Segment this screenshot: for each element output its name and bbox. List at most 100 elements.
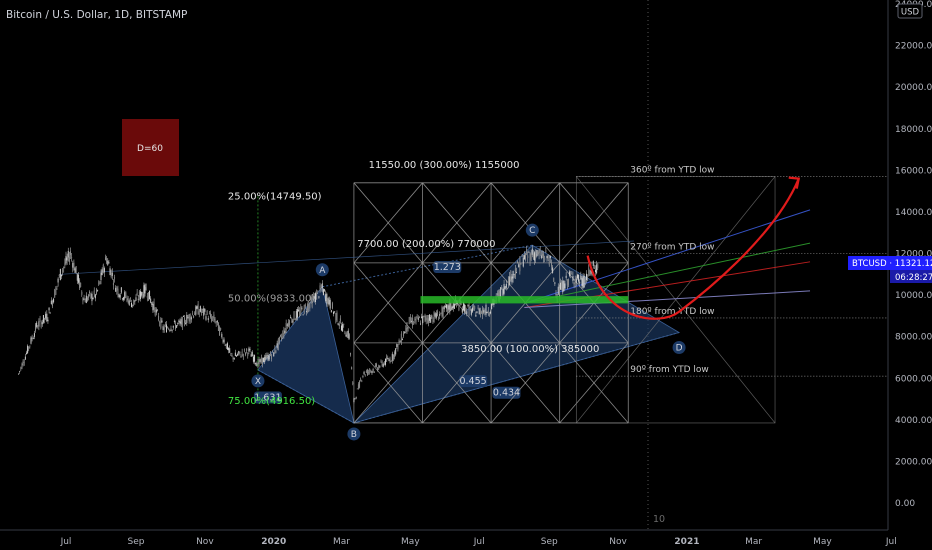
d-box[interactable] (122, 119, 179, 176)
pattern-point-labels: X A B C D (251, 223, 686, 441)
candle-body (250, 354, 252, 357)
gann-level-label: 11550.00 (300.00%) 1155000 (369, 160, 520, 171)
candle-body (292, 319, 294, 323)
harmonic-pattern[interactable]: 1.631 1.273 0.455 0.434 (253, 244, 681, 424)
x-tick-label: May (401, 537, 420, 547)
long-trend-line[interactable] (60, 240, 634, 275)
candle-body (57, 278, 59, 283)
candle-body (133, 299, 135, 305)
candle-body (441, 307, 443, 316)
candle-body (318, 296, 320, 298)
candle-body (570, 273, 572, 275)
candle-body (394, 351, 396, 357)
support-zone[interactable] (420, 296, 629, 304)
candle-body (329, 300, 331, 309)
candle-body (343, 323, 345, 325)
gann-level-label: 7700.00 (200.00%) 770000 (357, 239, 495, 250)
candle-body (407, 327, 409, 329)
candle-body (257, 360, 259, 368)
candle-body (525, 253, 527, 261)
candle-body (363, 371, 365, 375)
candle-body (338, 324, 340, 326)
candle-body (391, 353, 393, 361)
candle-body (117, 288, 119, 295)
currency-button[interactable] (897, 3, 923, 19)
candle-body (417, 317, 419, 321)
candle-body (38, 321, 40, 327)
candle-body (392, 354, 394, 360)
candle-body (515, 272, 517, 274)
candle-body (386, 357, 388, 362)
candle-body (59, 269, 61, 281)
candle-body (252, 356, 254, 362)
candle-body (573, 282, 575, 285)
candle-body (555, 293, 557, 295)
candle-body (27, 345, 29, 354)
candle-body (382, 363, 384, 367)
trend-fan-lines[interactable] (60, 209, 811, 309)
candle-body (485, 304, 487, 315)
candle-body (116, 287, 118, 291)
candle-body (452, 303, 454, 309)
candle-body (484, 311, 486, 313)
candle-body (101, 269, 103, 275)
candle-body (76, 274, 78, 281)
candle-body (370, 370, 372, 372)
candle-body (405, 327, 407, 332)
candle-body (242, 353, 244, 358)
candle-body (46, 313, 48, 322)
candle-body (462, 302, 464, 311)
candle-body (178, 320, 180, 323)
candle-body (228, 347, 230, 351)
x-tick-label: 2020 (261, 537, 286, 547)
candle-body (282, 332, 284, 337)
candle-body (336, 312, 338, 322)
fan-line[interactable] (524, 290, 811, 309)
candle-body (25, 352, 27, 354)
bottom-number: 10 (653, 514, 665, 525)
candle-body (54, 289, 56, 298)
candle-body (119, 295, 121, 298)
y-tick-label: 20000.00 (895, 83, 932, 93)
candle-body (325, 294, 327, 301)
candle-body (58, 275, 60, 277)
candle-body (100, 272, 102, 281)
candle-body (535, 254, 537, 259)
fan-line[interactable] (524, 209, 811, 304)
harmonic-xab-triangle[interactable] (257, 285, 355, 424)
candle-body (395, 348, 397, 355)
ytd-levels[interactable]: 360º from YTD low 270º from YTD low 180º f… (576, 166, 888, 377)
candle-body (503, 284, 505, 294)
candle-body (89, 291, 91, 293)
candle-body (373, 371, 375, 373)
candle-body (225, 343, 227, 349)
candle-body (315, 293, 317, 303)
candle-body (539, 249, 541, 254)
candle-body (530, 253, 532, 260)
candle-body (520, 263, 522, 265)
candle-body (529, 253, 531, 263)
gann-diagonal (422, 182, 492, 264)
candle-body (153, 302, 155, 310)
candle-body (88, 294, 90, 298)
candle-body (21, 363, 23, 369)
x-tick-label: Sep (541, 537, 558, 547)
candle-body (499, 290, 501, 301)
candle-body (246, 348, 248, 352)
candle-body (197, 304, 199, 315)
candle-body (519, 257, 521, 272)
candle-body (208, 313, 210, 315)
candle-body (307, 304, 309, 313)
candle-body (185, 322, 187, 325)
candle-body (187, 317, 189, 319)
projection-curve[interactable] (586, 178, 800, 320)
y-tick-label: 4000.00 (895, 416, 932, 426)
candle-body (406, 322, 408, 332)
candle-body (23, 361, 25, 364)
candle-body (205, 316, 207, 320)
candle-body (71, 257, 73, 259)
candle-body (22, 360, 24, 366)
candle-body (150, 298, 152, 303)
